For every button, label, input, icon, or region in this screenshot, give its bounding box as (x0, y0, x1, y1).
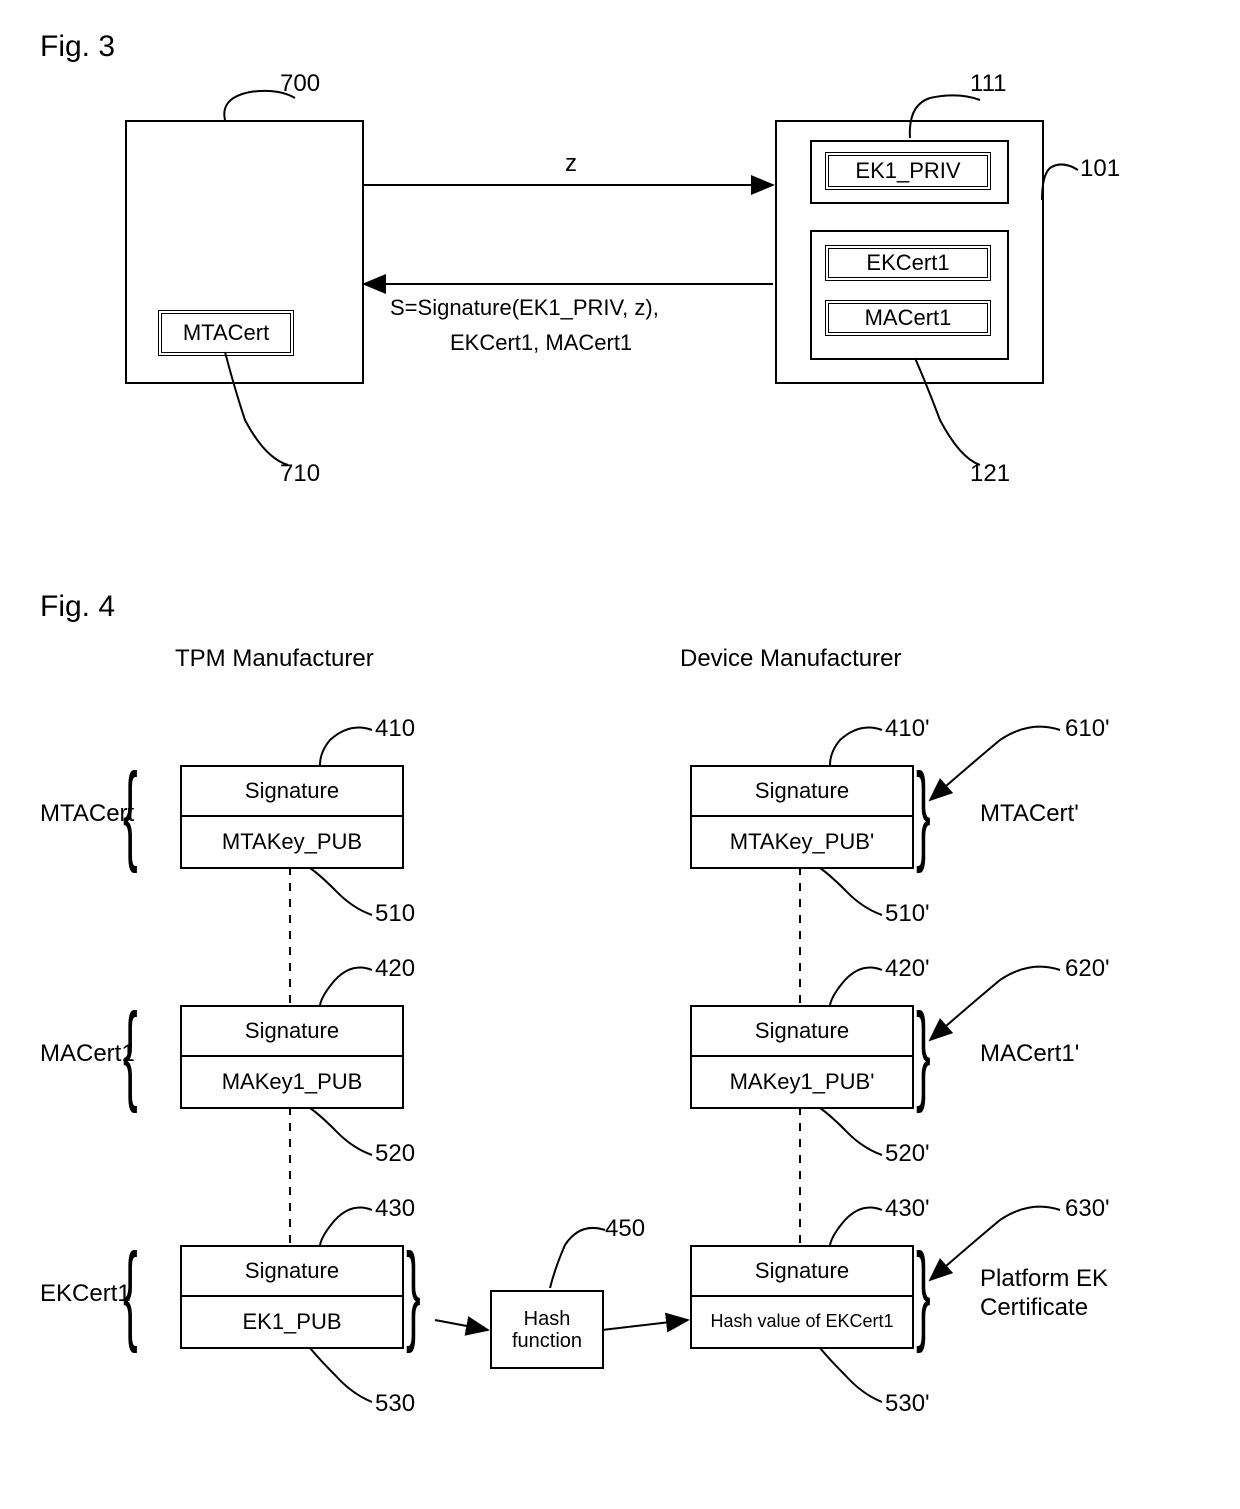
ref-101: 101 (1080, 155, 1120, 183)
macert1-key: MAKey1_PUB (182, 1057, 402, 1107)
brace-platek: } (916, 1238, 931, 1348)
hashfn-box: Hash function (490, 1290, 604, 1369)
mtacert-dblbox: MTACert (158, 310, 294, 356)
brace-mtacert-p: } (916, 758, 931, 868)
lbl-platek: Platform EK Certificate (980, 1265, 1160, 1323)
platek-hashval: Hash value of EKCert1 (692, 1297, 912, 1347)
ekcert1-dblbox: EKCert1 (825, 245, 991, 281)
macert1-box: Signature MAKey1_PUB (180, 1005, 404, 1109)
lbl-macert1: MACert1 (40, 1040, 135, 1068)
r420: 420 (375, 955, 415, 983)
fig4-title: Fig. 4 (40, 590, 115, 624)
macert1-p-sig: Signature (692, 1007, 912, 1057)
col-left-title: TPM Manufacturer (175, 645, 374, 673)
lbl-ekcert1: EKCert1 (40, 1280, 131, 1308)
r620p: 620' (1065, 955, 1110, 983)
r530: 530 (375, 1390, 415, 1418)
mtacert-p-box: Signature MTAKey_PUB' (690, 765, 914, 869)
ref-121: 121 (970, 460, 1010, 488)
col-right-title: Device Manufacturer (680, 645, 901, 673)
ref-710: 710 (280, 460, 320, 488)
lbl-mtacert-p: MTACert' (980, 800, 1079, 828)
mtacert-key: MTAKey_PUB (182, 817, 402, 867)
arrow-z-label: z (565, 150, 577, 178)
arrow-sig-line2: EKCert1, MACert1 (450, 330, 632, 356)
r410p: 410' (885, 715, 930, 743)
mtacert-sig: Signature (182, 767, 402, 817)
r510: 510 (375, 900, 415, 928)
ekcert1-key: EK1_PUB (182, 1297, 402, 1347)
r410: 410 (375, 715, 415, 743)
r430: 430 (375, 1195, 415, 1223)
r510p: 510' (885, 900, 930, 928)
r630p: 630' (1065, 1195, 1110, 1223)
mtacert-p-key: MTAKey_PUB' (692, 817, 912, 867)
r520: 520 (375, 1140, 415, 1168)
platek-box: Signature Hash value of EKCert1 (690, 1245, 914, 1349)
arrow-sig-line1: S=Signature(EK1_PRIV, z), (390, 295, 659, 321)
macert1-dblbox: MACert1 (825, 300, 991, 336)
macert1-sig: Signature (182, 1007, 402, 1057)
mtacert-p-sig: Signature (692, 767, 912, 817)
macert1-p-key: MAKey1_PUB' (692, 1057, 912, 1107)
ref-700: 700 (280, 70, 320, 98)
mtacert-box: Signature MTAKey_PUB (180, 765, 404, 869)
r430p: 430' (885, 1195, 930, 1223)
ekcert1-sig: Signature (182, 1247, 402, 1297)
ref-111: 111 (970, 70, 1006, 98)
r420p: 420' (885, 955, 930, 983)
lbl-macert1-p: MACert1' (980, 1040, 1079, 1068)
macert1-p-box: Signature MAKey1_PUB' (690, 1005, 914, 1109)
fig3-title: Fig. 3 (40, 30, 115, 64)
r520p: 520' (885, 1140, 930, 1168)
lbl-mtacert: MTACert (40, 800, 134, 828)
r530p: 530' (885, 1390, 930, 1418)
ekcert1-box: Signature EK1_PUB (180, 1245, 404, 1349)
platek-sig: Signature (692, 1247, 912, 1297)
brace-macert1-p: } (916, 998, 931, 1108)
r450: 450 (605, 1215, 645, 1243)
brace-ekcert1-r: } (406, 1238, 421, 1348)
ek1priv-dblbox: EK1_PRIV (825, 152, 991, 190)
r610p: 610' (1065, 715, 1110, 743)
